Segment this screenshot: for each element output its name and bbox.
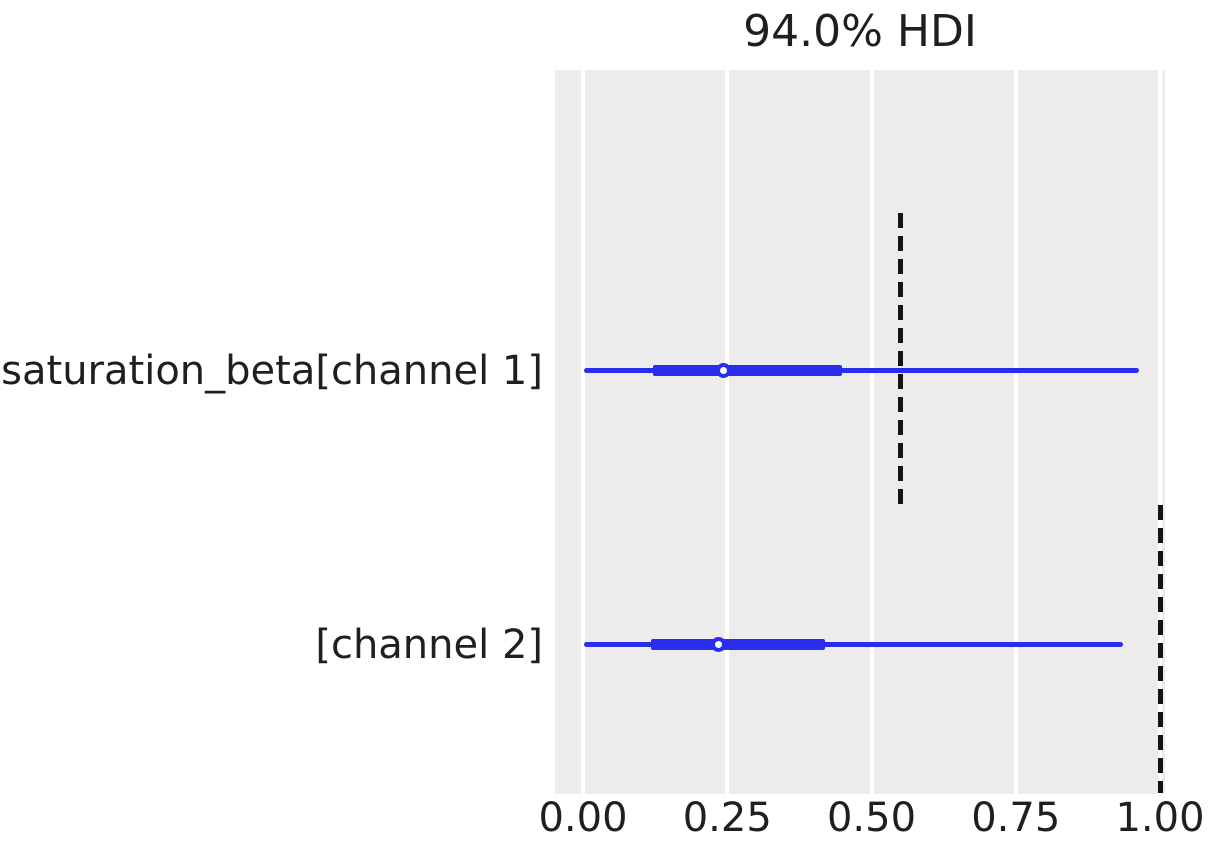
gridline: [725, 70, 730, 794]
plot-area: [555, 70, 1165, 794]
x-axis-tick-label: 0.75: [971, 795, 1061, 841]
plot-title: 94.0% HDI: [743, 6, 977, 57]
hdi-interval-line: [584, 368, 1140, 373]
gridline: [581, 70, 585, 794]
hdi-interval-line: [584, 642, 1124, 647]
gridline: [1013, 70, 1018, 794]
gridline: [1158, 70, 1162, 794]
x-axis-tick-label: 0.25: [682, 795, 772, 841]
interquartile-line: [651, 639, 825, 650]
y-axis-row-label: saturation_beta[channel 1]: [1, 347, 543, 394]
x-axis-tick-label: 0.50: [826, 795, 917, 841]
median-circle-marker: [710, 637, 726, 652]
interquartile-line: [652, 365, 843, 376]
x-axis-tick-label: 0.00: [538, 795, 628, 841]
y-axis-row-label: [channel 2]: [315, 621, 543, 668]
gridline: [869, 70, 874, 794]
reference-dashed-line: [897, 213, 903, 505]
median-circle-marker: [716, 363, 732, 378]
reference-dashed-line: [1157, 505, 1163, 793]
x-axis-tick-label: 1.00: [1115, 795, 1205, 841]
